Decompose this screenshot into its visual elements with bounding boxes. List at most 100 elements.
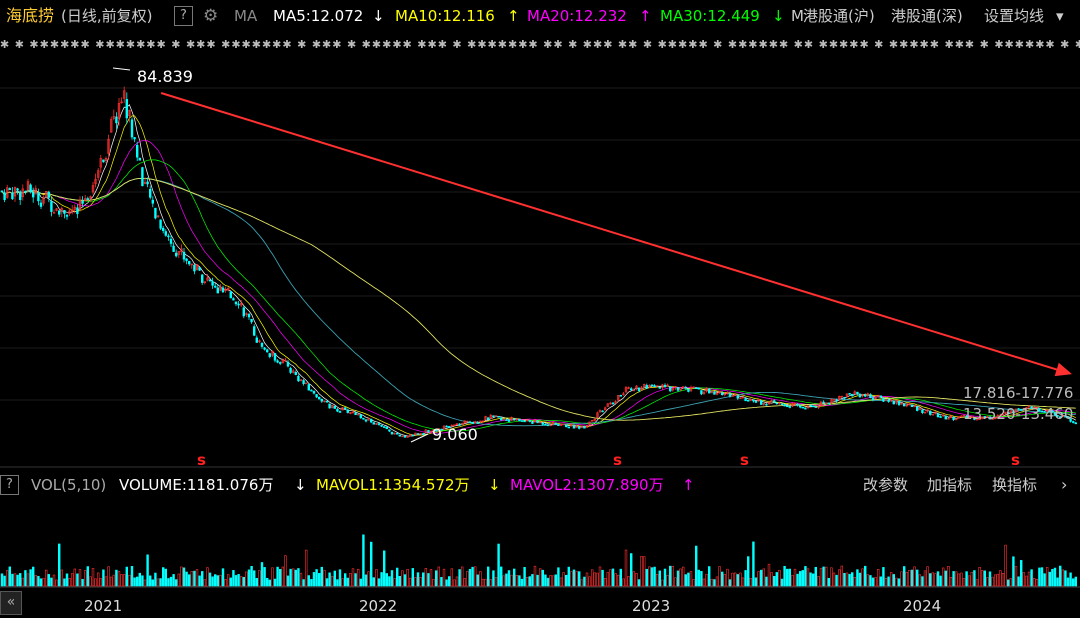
candle-body xyxy=(741,396,745,399)
volume-bar xyxy=(713,579,716,587)
volume-bar xyxy=(260,562,264,587)
help-icon[interactable]: ? xyxy=(174,6,193,26)
volume-bar xyxy=(593,572,597,587)
news-ticker[interactable]: ✱ ✱ ✱✱✱✱✱✱ ✱✱✱✱✱✱✱ ✱ ✱✱✱ ✱✱✱✱✱✱✱ ✱ ✱✱✱ ✱… xyxy=(0,38,1080,51)
candle-body xyxy=(785,405,789,408)
volume-bar xyxy=(136,576,139,587)
candle-body xyxy=(193,264,196,272)
volume-bar xyxy=(793,568,797,587)
volume-bar xyxy=(741,577,745,587)
volume-bar xyxy=(811,573,815,587)
candle-body xyxy=(13,187,17,197)
candle-body xyxy=(884,399,888,401)
hk-connect-sz[interactable]: 港股通(深) xyxy=(891,7,963,25)
candle-body xyxy=(91,185,95,193)
mavol2-arrow: ↑ xyxy=(682,476,695,494)
candle-body xyxy=(330,404,334,408)
candle-body xyxy=(146,181,149,185)
candle-body xyxy=(57,210,61,215)
candle-body xyxy=(845,393,849,397)
stock-name[interactable]: 海底捞 xyxy=(6,6,55,25)
volume-bar xyxy=(216,575,219,587)
scroll-left-button[interactable]: « xyxy=(0,591,22,615)
candle-body xyxy=(255,337,258,343)
candle-body xyxy=(219,286,222,291)
candle-body xyxy=(29,184,32,193)
more-ma[interactable]: M xyxy=(791,7,804,25)
volume-bar xyxy=(762,568,766,587)
chevron-down-icon[interactable]: ▾ xyxy=(1056,7,1064,25)
candle-body xyxy=(434,430,438,432)
candle-body xyxy=(468,421,472,424)
volume-bar xyxy=(887,576,890,587)
candle-body xyxy=(346,409,349,413)
volume-bar xyxy=(89,576,92,587)
volume-bar xyxy=(162,567,165,587)
volume-bar xyxy=(531,574,534,587)
candle-body xyxy=(281,360,284,364)
volume-bar xyxy=(146,554,149,587)
volume-bar xyxy=(1053,567,1057,587)
candle-body xyxy=(762,402,766,405)
volume-bar xyxy=(635,572,638,587)
candle-body xyxy=(123,90,126,99)
candle-body xyxy=(94,178,97,185)
expand-chevron-icon[interactable]: › xyxy=(1061,475,1068,494)
edit-params-button[interactable]: 改参数 xyxy=(863,476,909,494)
gear-icon[interactable]: ⚙ xyxy=(203,6,219,26)
candle-body xyxy=(268,353,271,358)
volume-bar xyxy=(175,579,178,587)
candle-body xyxy=(811,405,815,408)
candle-body xyxy=(429,430,433,433)
candle-body xyxy=(84,198,87,201)
volume-bar xyxy=(757,571,760,587)
volume-bar xyxy=(1040,567,1044,587)
candle-body xyxy=(783,404,786,407)
candle-body xyxy=(986,415,989,418)
add-indicator-button[interactable]: 加指标 xyxy=(927,476,973,494)
candle-body xyxy=(827,402,831,405)
candle-body xyxy=(588,421,591,425)
volume-bar xyxy=(1004,544,1007,587)
ma-label[interactable]: MA xyxy=(234,7,258,25)
ma20-value: MA20:12.232 xyxy=(527,7,627,25)
candle-body xyxy=(341,407,344,411)
volume-bar xyxy=(1074,576,1078,587)
switch-indicator-button[interactable]: 换指标 xyxy=(992,476,1038,494)
volume-bar xyxy=(832,572,836,587)
help-icon[interactable]: ? xyxy=(0,475,19,495)
marker-label: s xyxy=(613,451,622,469)
vol-indicator-name[interactable]: VOL(5,10) xyxy=(31,476,107,494)
ma-line xyxy=(1,140,1076,434)
candle-body xyxy=(216,287,219,294)
ma-settings-button[interactable]: 设置均线 xyxy=(984,7,1045,25)
volume-bar xyxy=(744,570,747,587)
candle-body xyxy=(502,418,505,421)
volume-bar xyxy=(1048,571,1052,587)
candle-body xyxy=(149,188,152,198)
candle-body xyxy=(754,401,758,403)
volume-bar xyxy=(1059,565,1062,587)
candle-body xyxy=(668,386,672,392)
candle-body xyxy=(203,281,206,284)
volume-bar xyxy=(726,568,729,587)
hk-connect-sh[interactable]: 港股通(沪) xyxy=(803,7,875,25)
volume-bar xyxy=(648,566,651,587)
candle-body xyxy=(765,403,768,406)
candle-body xyxy=(398,434,401,437)
volume-bar xyxy=(939,575,942,587)
volume-bar xyxy=(616,574,620,587)
volume-bar xyxy=(559,577,563,587)
volume-bar xyxy=(1033,577,1036,587)
period-mode[interactable]: (日线,前复权) xyxy=(61,7,153,25)
volume-bar xyxy=(317,573,321,587)
candle-body xyxy=(343,407,347,409)
candle-body xyxy=(905,404,909,407)
volume-bar xyxy=(128,574,131,587)
candle-body xyxy=(947,417,950,420)
candle-body xyxy=(614,401,617,404)
x-tick-label: 2022 xyxy=(359,597,398,615)
candle-body xyxy=(201,274,204,283)
candle-body xyxy=(908,403,911,406)
